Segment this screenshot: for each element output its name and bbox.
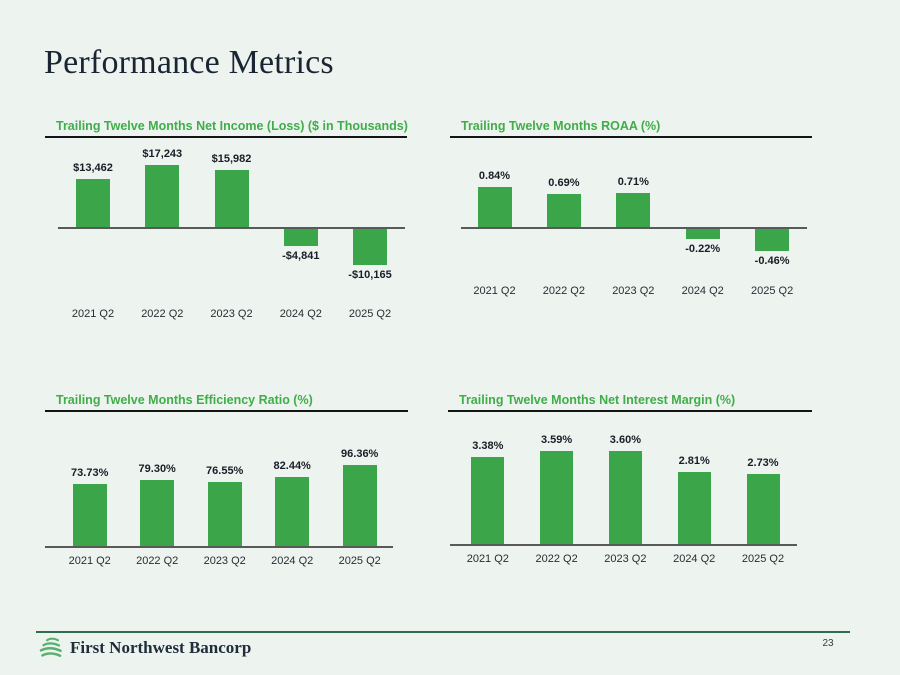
category-label: 2022 Q2 — [136, 555, 179, 567]
chart-roaa: Trailing Twelve Months ROAA (%) 0.84% 202… — [450, 118, 812, 308]
value-label: -$4,841 — [282, 249, 320, 262]
x-axis — [45, 546, 393, 548]
title-underline — [448, 410, 812, 412]
brand-name: First Northwest Bancorp — [70, 637, 252, 657]
value-label: $17,243 — [142, 148, 183, 160]
footer-divider — [36, 631, 850, 633]
title-underline — [450, 136, 812, 138]
value-label: 3.59% — [540, 434, 573, 447]
value-label: 79.30% — [138, 462, 176, 475]
title-underline — [45, 410, 408, 412]
value-label: $13,462 — [73, 161, 113, 174]
category-label: 2022 Q2 — [141, 308, 184, 320]
x-axis — [450, 544, 797, 546]
value-label: 0.84% — [478, 170, 511, 182]
chart-title-efficiency-ratio: Trailing Twelve Months Efficiency Ratio … — [56, 393, 313, 407]
plot-area-net-interest-margin: 3.38% 2021 Q2 3.59% 2022 Q2 3.60% 2023 Q2 2.81… — [448, 392, 812, 574]
bar — [546, 194, 581, 228]
x-axis — [461, 227, 807, 229]
bar — [207, 481, 242, 547]
chart-title-net-interest-margin: Trailing Twelve Months Net Interest Marg… — [459, 393, 736, 407]
chart-net-income: Trailing Twelve Months Net Income (Loss)… — [45, 118, 408, 333]
category-label: 2023 Q2 — [604, 553, 647, 565]
bar — [283, 228, 318, 246]
bar — [471, 456, 505, 545]
chart-efficiency-ratio: Trailing Twelve Months Efficiency Ratio … — [45, 392, 408, 577]
value-label: 2.81% — [678, 454, 710, 467]
x-axis — [58, 227, 405, 229]
category-label: 2021 Q2 — [71, 308, 115, 320]
category-label: 2025 Q2 — [338, 555, 381, 567]
category-label: 2022 Q2 — [535, 553, 578, 565]
value-label: -0.46% — [754, 254, 790, 267]
bar — [72, 484, 107, 547]
category-label: 2021 Q2 — [68, 555, 111, 567]
category-label: 2021 Q2 — [466, 553, 509, 565]
value-label: 0.69% — [548, 177, 580, 190]
bar — [677, 471, 711, 545]
value-label: 76.55% — [206, 464, 244, 477]
value-label: 2.73% — [747, 456, 779, 469]
bar — [76, 178, 110, 228]
category-label: 2025 Q2 — [741, 553, 785, 565]
bar — [145, 165, 180, 228]
category-label: 2023 Q2 — [210, 308, 253, 320]
category-label: 2023 Q2 — [203, 555, 246, 567]
category-label: 2024 Q2 — [271, 555, 314, 567]
bar — [353, 228, 387, 266]
brand-logo: First Northwest Bancorp — [38, 637, 251, 658]
bar — [746, 473, 780, 545]
category-label: 2024 Q2 — [681, 285, 724, 297]
category-label: 2022 Q2 — [542, 285, 585, 297]
plot-area-net-income: $13,462 2021 Q2 $17,243 2022 Q2 $15,982 2023 … — [45, 118, 407, 333]
value-label: 3.38% — [472, 439, 504, 452]
page-number: 23 — [822, 638, 834, 649]
category-label: 2024 Q2 — [673, 553, 716, 565]
category-label: 2024 Q2 — [279, 308, 322, 320]
value-label: $15,982 — [211, 152, 252, 165]
bar — [608, 451, 642, 545]
value-label: -0.22% — [685, 242, 721, 255]
page-title: Performance Metrics — [44, 44, 334, 81]
value-label: 3.60% — [609, 434, 641, 446]
value-label: 73.73% — [71, 467, 109, 480]
bar — [140, 479, 175, 547]
value-label: 0.71% — [617, 176, 649, 189]
bar — [342, 465, 377, 547]
category-label: 2021 Q2 — [473, 285, 516, 297]
plot-area-efficiency-ratio: 73.73% 2021 Q2 79.30% 2022 Q2 76.55% 2023 Q2 8… — [45, 392, 408, 577]
chart-net-interest-margin: Trailing Twelve Months Net Interest Marg… — [448, 392, 812, 574]
value-label: -$10,165 — [348, 269, 392, 282]
bar — [685, 228, 720, 239]
category-label: 2025 Q2 — [348, 308, 392, 320]
bar — [540, 451, 574, 545]
plot-area-roaa: 0.84% 2021 Q2 0.69% 2022 Q2 0.71% 2023 Q2 -0.2… — [450, 118, 812, 308]
chart-title-roaa: Trailing Twelve Months ROAA (%) — [461, 119, 661, 133]
bar — [616, 193, 651, 228]
bar — [477, 187, 512, 228]
bar — [755, 228, 790, 251]
bar — [275, 476, 310, 547]
chart-title-net-income: Trailing Twelve Months Net Income (Loss)… — [56, 119, 408, 133]
value-label: 96.36% — [341, 448, 379, 460]
value-label: 82.44% — [273, 459, 311, 472]
brand-wave-icon — [39, 637, 62, 658]
bar — [214, 169, 249, 228]
category-label: 2025 Q2 — [750, 285, 794, 297]
category-label: 2023 Q2 — [612, 285, 655, 297]
title-underline — [45, 136, 407, 138]
